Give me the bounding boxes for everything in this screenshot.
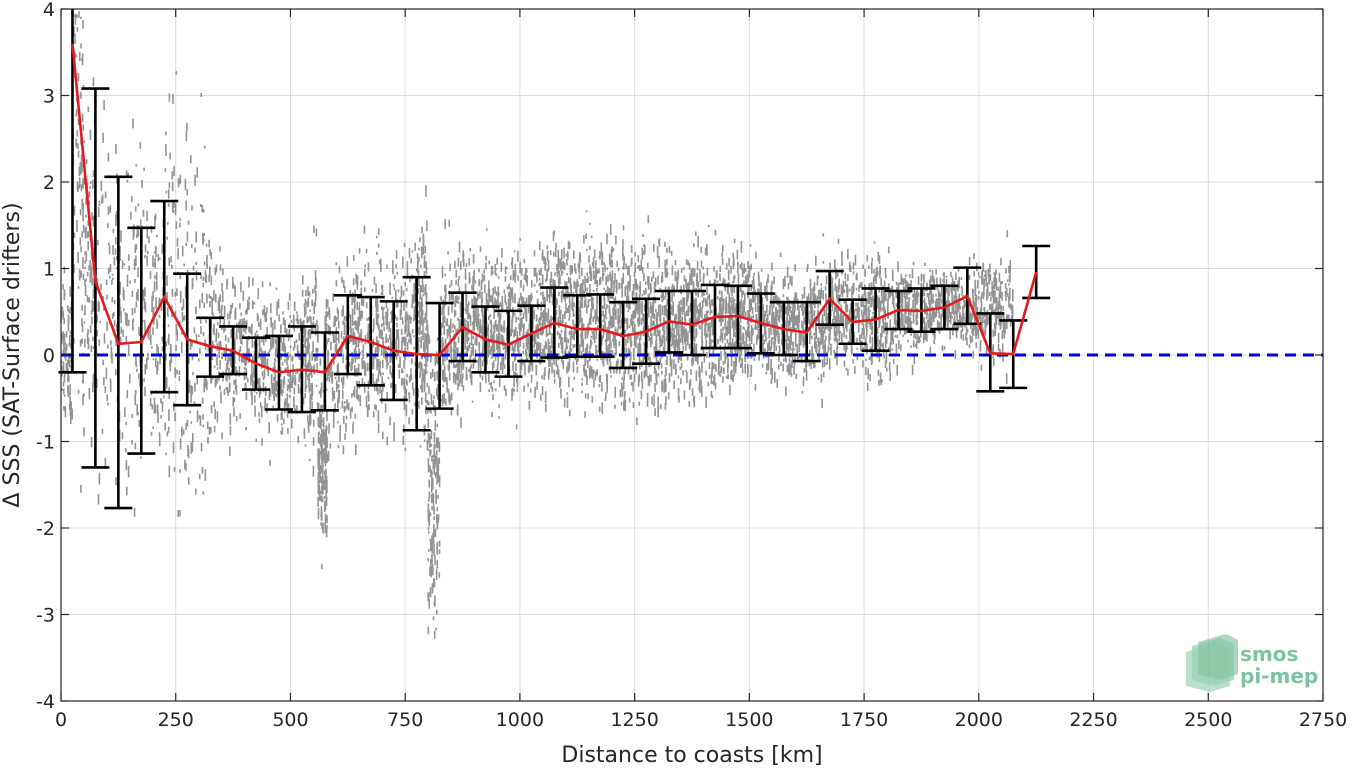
x-tick-label: 2250	[1069, 709, 1117, 731]
y-axis-ticks: -4 -3 -2 -1 0 1 2 3 4	[36, 0, 1323, 713]
y-tick-label: 4	[43, 0, 55, 21]
x-tick-label: 2500	[1184, 709, 1232, 731]
logo-text-pimep: pi-mep	[1240, 664, 1318, 688]
x-tick-label: 1250	[610, 709, 658, 731]
mean-line	[71, 43, 1038, 374]
logo-text-smos: smos	[1240, 642, 1298, 666]
x-tick-label: 2750	[1299, 709, 1347, 731]
y-tick-label: -4	[36, 691, 55, 713]
y-tick-label: 2	[43, 172, 55, 194]
y-tick-label: 1	[43, 259, 55, 281]
x-tick-label: 1750	[840, 709, 888, 731]
smos-pimep-logo: smos pi-mep	[1186, 634, 1318, 692]
logo-cube-icon	[1186, 634, 1238, 692]
x-axis-title: Distance to coasts [km]	[561, 743, 822, 768]
y-tick-label: 3	[43, 86, 55, 108]
y-axis-title: Δ SSS (SAT-Surface drifters)	[0, 202, 25, 507]
y-tick-label: 0	[43, 345, 55, 367]
x-tick-label: 500	[272, 709, 308, 731]
x-tick-label: 0	[55, 709, 67, 731]
x-tick-label: 750	[387, 709, 423, 731]
x-tick-label: 1000	[496, 709, 544, 731]
y-tick-label: -3	[36, 605, 55, 627]
y-tick-label: -1	[36, 432, 55, 454]
x-tick-label: 2000	[955, 709, 1003, 731]
x-axis-ticks: 0 250 500 750 1000 1250 1500 1750 2000 2250 2500 27…	[55, 9, 1347, 731]
x-tick-label: 250	[158, 709, 194, 731]
x-tick-label: 1500	[725, 709, 773, 731]
y-tick-label: -2	[36, 518, 55, 540]
